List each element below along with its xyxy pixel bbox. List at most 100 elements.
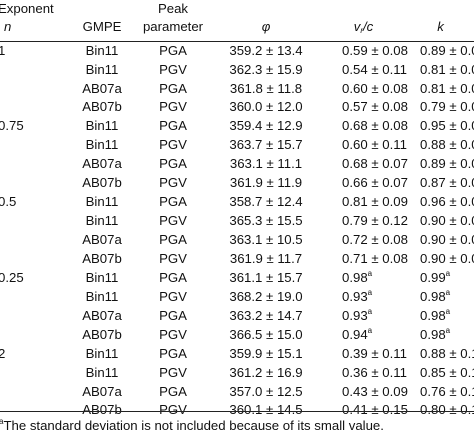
cell-vr-over-c-value: 0.68 ± 0.07 [342,156,408,172]
footnote: aThe standard deviation is not included … [0,418,384,434]
table-row: AB07a PGA 363.1 ± 11.1 0.68 ± 0.07 0.89 ± 0.… [0,155,474,174]
cell-vr-over-c-value: 0.98 [342,269,368,285]
cell-k: 0.90 ± 0.06 [405,211,474,230]
cell-peak-parameter: PGA [136,306,210,325]
cell-peak-parameter: PGA [136,117,210,136]
cell-phi-value: 363.2 ± 14.7 [229,307,303,323]
cell-exponent [0,230,68,249]
cell-peak-parameter: PGV [136,249,210,268]
cell-exponent [0,98,68,117]
cell-peak-parameter: PGA [136,41,210,60]
header-peak-line2: parameter [142,19,204,34]
cell-phi: 361.9 ± 11.7 [210,249,322,268]
cell-vr-over-c: 0.54 ± 0.11 [322,60,407,79]
cell-phi: 361.8 ± 11.8 [210,79,322,98]
cell-vr-over-c: 0.81 ± 0.09 [322,193,408,212]
cell-peak-parameter: PGV [136,136,210,155]
cell-k-value: 0.85 ± 0.15 [420,364,474,380]
cell-k-footnote-marker: a [445,287,451,297]
cell-vr-over-c-value: 0.66 ± 0.07 [342,175,408,191]
cell-k: 0.95 ± 0.07 [405,117,474,136]
cell-peak-parameter-value: PGV [159,364,187,380]
cell-peak-parameter: PGA [136,230,210,249]
cell-k: 0.87 ± 0.08 [405,174,474,193]
cell-k-value: 0.80 ± 0.13 [420,402,474,418]
cell-gmpe: AB07a [68,79,136,98]
cell-k-value: 0.98 [420,288,446,304]
cell-vr-over-c: 0.98a [322,268,405,287]
table-row: 0.5 Bin11 PGA 358.7 ± 12.4 0.81 ± 0.09 0.96 ±… [0,193,474,212]
cell-exponent-value: 0.75 [0,118,24,134]
cell-k: 0.98a [405,306,474,325]
cell-vr-over-c: 0.93a [322,287,405,306]
cell-peak-parameter: PGV [136,60,210,79]
cell-vr-over-c: 0.68 ± 0.07 [322,155,408,174]
cell-vr-over-c-value: 0.60 ± 0.08 [342,80,408,96]
cell-peak-parameter: PGA [136,382,210,401]
cell-phi: 363.1 ± 11.1 [210,155,322,174]
header-exponent-symbol: n [4,19,12,34]
cell-k-value: 0.99 [420,269,446,285]
table-header: Exponent n GMPE Peak parameter φ vr/c [0,0,474,41]
header-peak-line1: Peak [157,1,189,16]
cell-phi-value: 361.2 ± 16.9 [229,364,303,380]
cell-exponent [0,155,68,174]
cell-vr-over-c-value: 0.41 ± 0.15 [342,402,408,418]
cell-phi-value: 359.4 ± 12.9 [229,118,303,134]
cell-vr-over-c-value: 0.79 ± 0.12 [342,213,408,229]
header-phi-label: φ [261,19,271,34]
results-table: Exponent n GMPE Peak parameter φ vr/c [0,0,474,418]
cell-phi: 360.0 ± 12.0 [210,98,322,117]
cell-gmpe: AB07a [68,230,136,249]
cell-phi-value: 361.9 ± 11.7 [229,250,303,266]
cell-k: 0.88 ± 0.13 [405,344,474,363]
header-k-spacer [405,0,474,18]
cell-k-value: 0.81 ± 0.09 [420,80,474,96]
header-gmpe-spacer [68,0,136,18]
header-phi: φ [210,0,322,41]
cell-vr-over-c-footnote-marker: a [367,325,373,335]
table-row: 1 Bin11 PGA 359.2 ± 13.4 0.59 ± 0.08 0.89 ± 0… [0,41,474,60]
cell-vr-over-c-value: 0.36 ± 0.11 [342,364,407,380]
cell-peak-parameter: PGA [136,344,210,363]
cell-vr-over-c: 0.39 ± 0.11 [322,344,407,363]
cell-peak-parameter: PGA [136,268,210,287]
cell-vr-over-c: 0.57 ± 0.08 [322,98,408,117]
cell-vr-over-c-value: 0.43 ± 0.09 [342,383,408,399]
cell-peak-parameter-value: PGA [159,156,187,172]
cell-exponent-value: 2 [0,345,6,361]
cell-gmpe: AB07a [68,382,136,401]
cell-phi-value: 363.1 ± 10.5 [229,232,303,248]
cell-peak-parameter: PGA [136,155,210,174]
table-row: AB07a PGA 361.8 ± 11.8 0.60 ± 0.08 0.81 ± 0.… [0,79,474,98]
cell-phi-value: 357.0 ± 12.5 [229,383,303,399]
cell-vr-over-c: 0.79 ± 0.12 [322,211,408,230]
cell-vr-over-c-footnote-marker: a [367,287,373,297]
cell-peak-parameter-value: PGA [159,307,187,323]
cell-k: 0.88 ± 0.08 [405,136,474,155]
cell-gmpe: Bin11 [68,60,136,79]
table-row: AB07a PGA 363.1 ± 10.5 0.72 ± 0.08 0.90 ± 0.… [0,230,474,249]
cell-phi: 368.2 ± 19.0 [210,287,322,306]
cell-vr-over-c-value: 0.68 ± 0.08 [342,118,408,134]
cell-vr-over-c-value: 0.59 ± 0.08 [342,42,408,58]
cell-exponent [0,136,68,155]
table-row: AB07b PGV 361.9 ± 11.9 0.66 ± 0.07 0.87 ± 0.… [0,174,474,193]
cell-phi: 365.3 ± 15.5 [210,211,322,230]
cell-peak-parameter: PGV [136,174,210,193]
cell-peak-parameter: PGV [136,98,210,117]
cell-phi: 357.0 ± 12.5 [210,382,322,401]
cell-peak-parameter-value: PGV [159,213,187,229]
header-vr-label: vr/c [322,18,405,36]
cell-vr-over-c-value: 0.57 ± 0.08 [342,99,408,115]
cell-gmpe-value: AB07b [82,250,122,266]
cell-vr-over-c: 0.72 ± 0.08 [322,230,408,249]
cell-k-value: 0.87 ± 0.08 [420,175,474,191]
cell-gmpe-value: Bin11 [85,194,119,210]
table-row: Bin11 PGV 362.3 ± 15.9 0.54 ± 0.11 0.81 ± 0.… [0,60,474,79]
header-exponent-label: Exponent [0,1,54,16]
cell-gmpe: Bin11 [68,363,136,382]
cell-k-value: 0.81 ± 0.09 [420,61,474,77]
cell-gmpe: AB07a [68,155,136,174]
cell-gmpe-value: AB07a [82,156,122,172]
